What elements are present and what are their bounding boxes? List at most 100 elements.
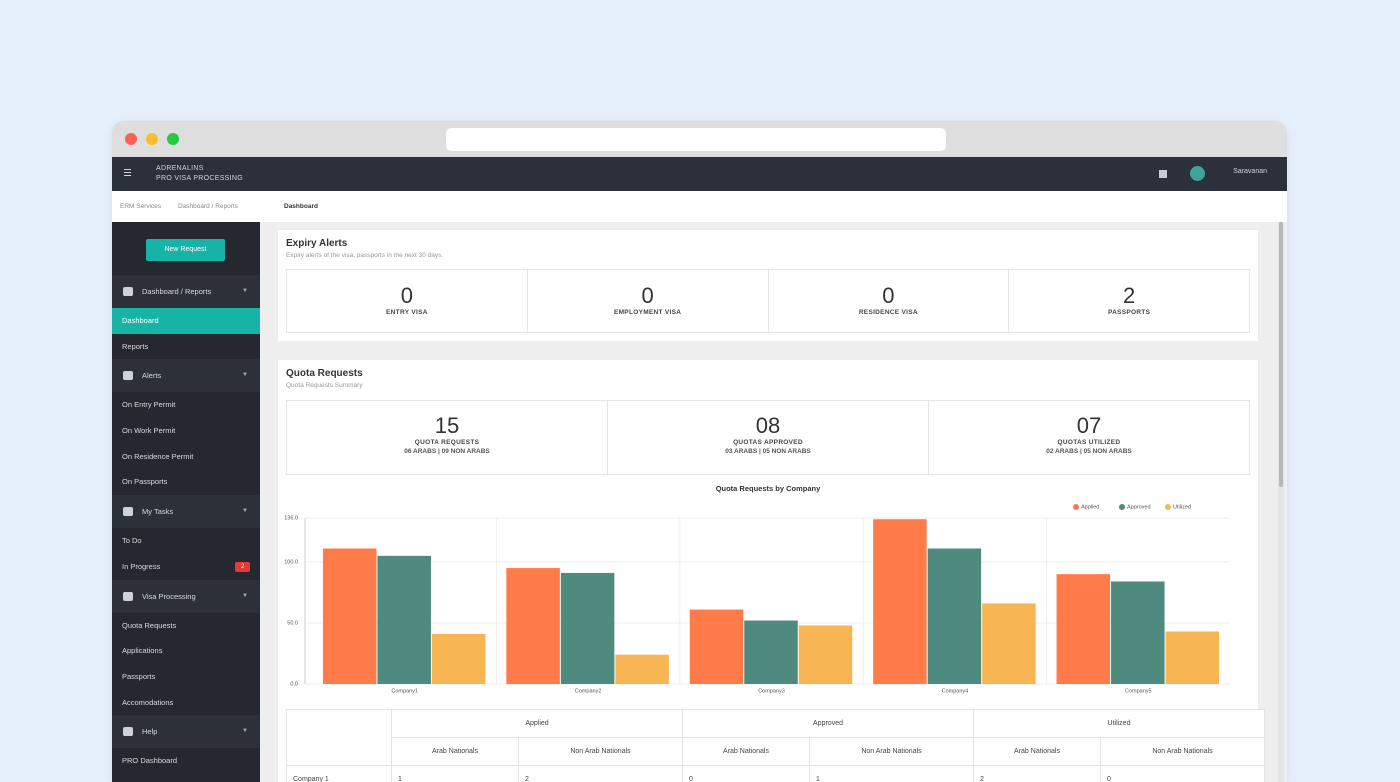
stat-value: 08 — [755, 413, 781, 438]
menu-item-label: On Residence Permit — [122, 451, 194, 461]
legend-label: Applied — [1081, 504, 1099, 510]
stat-label: ENTRY VISA — [386, 309, 428, 316]
stat-detail: 02 ARABS | 05 NON ARABS — [1046, 448, 1132, 455]
quota-stats: 15 QUOTA REQUESTS 06 ARABS | 09 NON ARABS 0… — [286, 400, 1250, 475]
bar — [1165, 631, 1220, 684]
sidebar-menu: Dashboard / Reports ▼ Dashboard Reports Aler… — [112, 275, 260, 774]
bar — [689, 609, 744, 684]
section-icon — [123, 591, 133, 601]
section-title: Dashboard / Reports — [142, 287, 212, 296]
menu-item-label: PRO Dashboard — [122, 756, 178, 766]
menu-item-label: In Progress — [122, 561, 161, 571]
browser-window: ADRENALINS PRO VISA PROCESSING Saravanan… — [112, 121, 1287, 782]
menu-item[interactable]: On Work Permit — [112, 418, 260, 444]
menu-item-label: Quota Requests — [122, 620, 177, 630]
legend-label: Approved — [1127, 504, 1151, 510]
menu-item-label: Dashboard — [122, 316, 159, 325]
menu-item[interactable]: On Passports — [112, 469, 260, 495]
section-title: Help — [142, 727, 158, 737]
menu-badge: 2 — [235, 561, 250, 572]
stat-label: RESIDENCE VISA — [858, 309, 918, 316]
breadcrumb-item[interactable]: ERM Services — [120, 203, 162, 210]
stat-value: 0 — [400, 283, 413, 308]
table-subheader: Non Arab Nationals — [1100, 737, 1265, 766]
menu-item[interactable]: In Progress 2 — [112, 554, 260, 580]
expiry-stats: 0 ENTRY VISA 0 EMPLOYMENT VISA 0 RESIDENCE VI… — [286, 269, 1250, 333]
menu-item[interactable]: PRO Dashboard — [112, 748, 260, 774]
summary-table: Applied Approved Utilized Arab Nationals Non… — [286, 709, 1265, 782]
menu-toggle[interactable] — [124, 169, 131, 176]
card-title: Expiry Alerts — [286, 238, 348, 249]
menu-section[interactable]: My Tasks ▼ — [112, 495, 260, 529]
stat-cell: 2 PASSPORTS — [1009, 270, 1249, 332]
legend-swatch — [1073, 504, 1079, 510]
sidebar: New Request Dashboard / Reports ▼ Dashboar… — [112, 222, 260, 782]
section-icon — [123, 287, 133, 296]
menu-item[interactable]: Reports — [112, 334, 260, 360]
maximize-dot[interactable] — [167, 133, 179, 145]
bar — [615, 654, 669, 684]
table-cell: 1 — [809, 765, 974, 782]
bar — [506, 568, 560, 684]
menu-section[interactable]: Alerts ▼ — [112, 359, 260, 393]
menu-item[interactable]: On Residence Permit — [112, 444, 260, 470]
stat-label: QUOTAS UTILIZED — [1057, 439, 1121, 446]
stat-cell: 08 QUOTAS APPROVED 03 ARABS | 05 NON ARABS — [608, 401, 929, 474]
bar — [560, 572, 615, 684]
table-group-header: Utilized — [973, 709, 1265, 738]
menu-section[interactable]: Visa Processing ▼ — [112, 579, 260, 613]
y-tick-label: 50.0 — [287, 620, 298, 626]
card-title: Quota Requests — [286, 368, 363, 379]
table-subheader: Arab Nationals — [973, 737, 1101, 766]
x-tick-label: Company1 — [391, 688, 418, 694]
menu-item[interactable]: Quota Requests — [112, 613, 260, 639]
table-subheader: Non Arab Nationals — [518, 737, 683, 766]
section-title: Alerts — [142, 371, 162, 381]
table-group-header: Approved — [682, 709, 974, 738]
stat-value: 07 — [1076, 413, 1102, 438]
y-tick-label: 0.0 — [290, 681, 298, 687]
menu-section[interactable]: Dashboard / Reports ▼ — [112, 275, 260, 308]
brand-line: ADRENALINS — [156, 165, 204, 172]
bar — [322, 548, 377, 684]
menu-section[interactable]: Help ▼ — [112, 715, 260, 749]
menu-item[interactable]: Dashboard — [112, 308, 260, 334]
scroll-thumb[interactable] — [1279, 222, 1283, 487]
expiry-card: Expiry Alerts Expiry alerts of the visa,… — [278, 230, 1258, 341]
menu-item[interactable]: Accomodations — [112, 690, 260, 716]
section-title: Visa Processing — [142, 591, 196, 601]
legend-swatch — [1165, 504, 1171, 510]
close-dot[interactable] — [125, 133, 137, 145]
breadcrumb-item[interactable]: Dashboard / Reports — [178, 203, 238, 210]
stat-value: 0 — [641, 283, 654, 308]
brand-line: PRO VISA PROCESSING — [156, 175, 243, 182]
stat-cell: 0 RESIDENCE VISA — [769, 270, 1010, 332]
stat-detail: 03 ARABS | 05 NON ARABS — [725, 448, 811, 455]
menu-item-label: On Entry Permit — [122, 400, 176, 410]
bar — [982, 603, 1036, 684]
breadcrumb-item[interactable]: Dashboard — [284, 203, 318, 210]
menu-item[interactable]: Applications — [112, 638, 260, 664]
menu-item[interactable]: Passports — [112, 664, 260, 690]
user-name[interactable]: Saravanan — [1233, 168, 1267, 175]
section-caret: ▼ — [242, 372, 248, 379]
address-bar[interactable] — [446, 128, 946, 151]
stat-value: 2 — [1123, 283, 1136, 308]
y-tick-label: 100.0 — [284, 559, 298, 565]
section-caret: ▼ — [242, 728, 248, 735]
avatar[interactable] — [1190, 166, 1205, 181]
menu-item[interactable]: On Entry Permit — [112, 392, 260, 418]
menu-item[interactable]: To Do — [112, 528, 260, 554]
minimize-dot[interactable] — [146, 133, 158, 145]
table-cell: 2 — [518, 765, 683, 782]
section-icon — [123, 507, 133, 517]
bar — [744, 620, 798, 684]
apps-icon[interactable] — [1159, 170, 1167, 178]
stat-cell: 07 QUOTAS UTILIZED 02 ARABS | 05 NON ARABS — [929, 401, 1249, 474]
table-subheader: Non Arab Nationals — [809, 737, 974, 766]
card-subtitle: Quota Requests Summary — [286, 382, 363, 389]
new-request-button[interactable]: New Request — [146, 239, 225, 261]
menu-item-label: Accomodations — [122, 697, 174, 707]
